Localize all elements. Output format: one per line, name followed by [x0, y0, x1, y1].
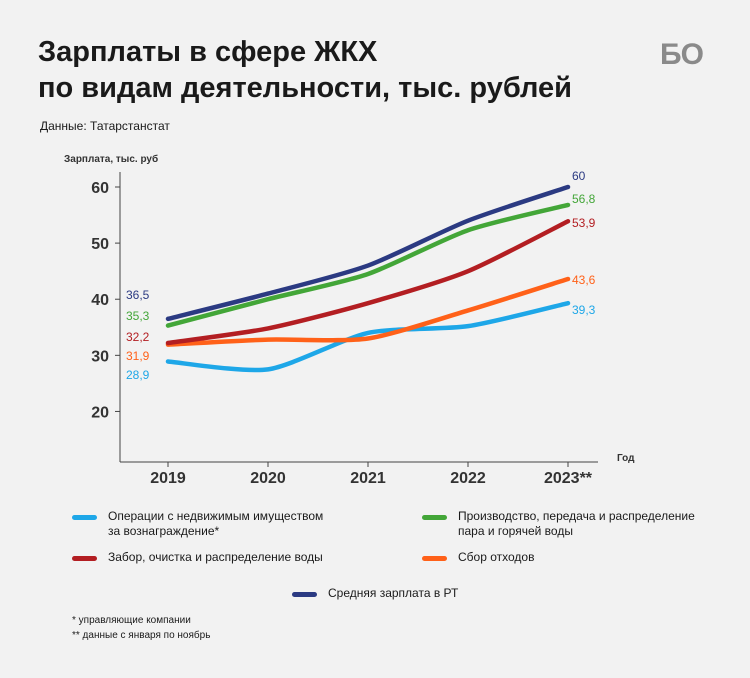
series-end-label: 56,8	[572, 192, 596, 206]
bo-logo: БО	[660, 38, 704, 71]
y-tick-label: 60	[91, 180, 109, 197]
footnote-2: ** данные с января по ноябрь	[72, 630, 211, 641]
series-end-label: 60	[572, 169, 586, 183]
x-tick-label: 2021	[350, 470, 386, 487]
footnotes: * управляющие компании ** данные с январ…	[72, 613, 210, 643]
y-tick-label: 30	[91, 348, 109, 365]
x-tick-label: 2023**	[544, 470, 593, 487]
y-axis-title: Зарплата, тыс. руб	[64, 153, 158, 165]
series-start-label: 35,3	[126, 309, 150, 323]
page-title: Зарплаты в сфере ЖКХ по видам деятельнос…	[38, 34, 572, 106]
series-line	[165, 218, 571, 346]
series-start-label: 32,2	[126, 330, 150, 344]
series-start-label: 31,9	[126, 349, 150, 363]
x-tick-label: 2020	[250, 470, 286, 487]
title-line-1: Зарплаты в сфере ЖКХ	[38, 36, 378, 68]
footnote-1: * управляющие компании	[72, 615, 191, 626]
series-line	[165, 202, 571, 328]
series-end-label: 39,3	[572, 303, 596, 317]
series-start-label: 28,9	[126, 368, 150, 382]
y-tick-label: 40	[91, 292, 109, 309]
title-line-2: по видам деятельности, тыс. рублей	[38, 72, 573, 104]
y-tick-label: 50	[91, 236, 109, 253]
series-end-label: 53,9	[572, 216, 596, 230]
x-tick-label: 2022	[450, 470, 486, 487]
series-start-label: 36,5	[126, 288, 150, 302]
series-line	[165, 300, 571, 373]
series-end-label: 43,6	[572, 273, 596, 287]
x-tick-label: 2019	[150, 470, 186, 487]
x-axis-title: Год	[617, 453, 635, 464]
y-tick-label: 20	[91, 404, 109, 421]
series-line	[165, 276, 571, 347]
data-source: Данные: Татарстанстат	[40, 119, 170, 133]
series-line	[165, 184, 571, 322]
